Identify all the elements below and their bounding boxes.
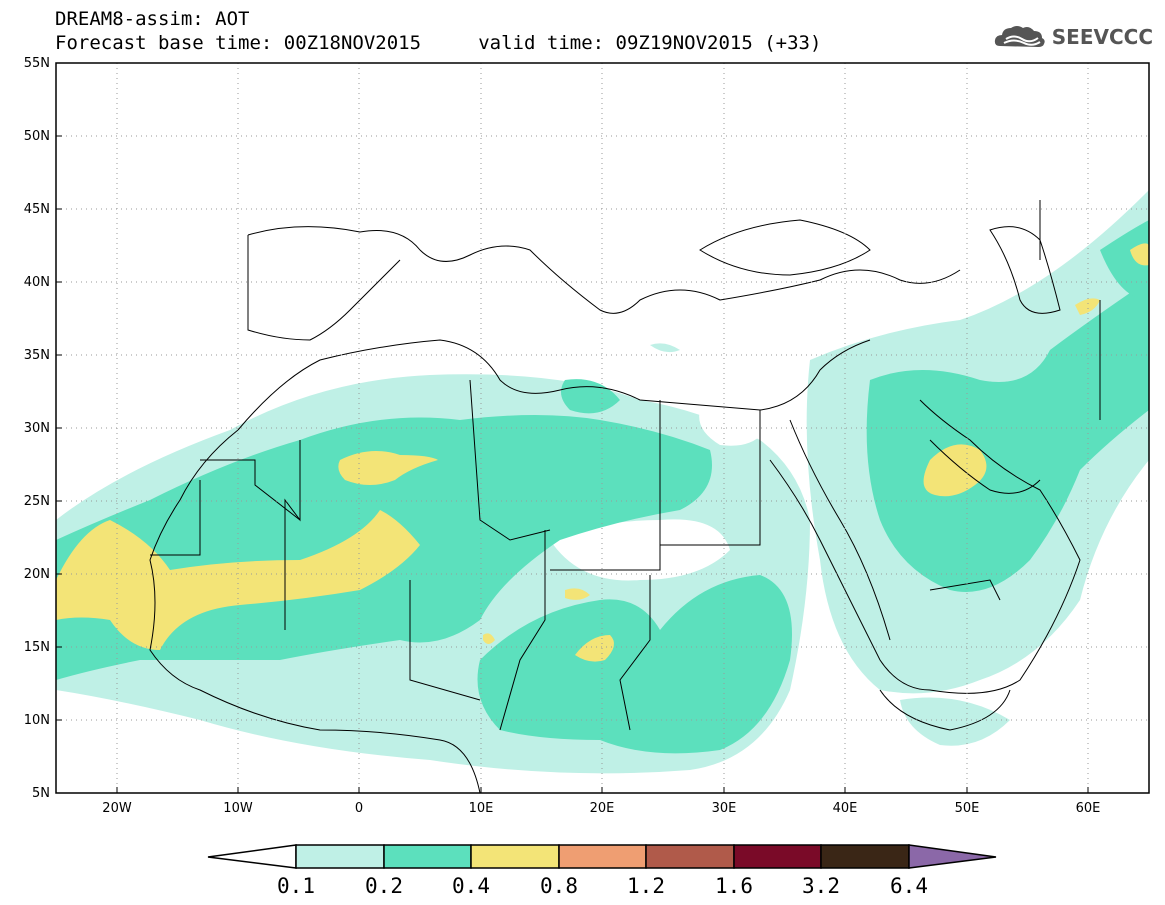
seevccc-logo: SEEVCCC <box>992 22 1153 52</box>
lon-label: 50E <box>955 801 980 816</box>
coastlines-borders <box>149 200 1101 793</box>
colorbar-segment <box>908 844 997 869</box>
colorbar-segment <box>820 844 910 869</box>
lon-label: 0 <box>355 801 363 816</box>
colorbar-label: 1.6 <box>715 874 753 898</box>
longitude-labels: 20W 10W 0 10E 20E 30E 40E 50E 60E <box>102 801 1100 816</box>
lat-label: 15N <box>24 640 50 655</box>
lon-label: 20E <box>590 801 615 816</box>
colorbar-segment <box>733 844 822 869</box>
latitude-labels: 5N 10N 15N 20N 25N 30N 35N 40N 45N 50N 5… <box>24 56 50 801</box>
colorbar-segment <box>558 844 647 869</box>
lat-label: 25N <box>24 494 50 509</box>
forecast-times: Forecast base time: 00Z18NOV2015 valid t… <box>55 32 822 54</box>
colorbar-segment <box>295 844 385 869</box>
lat-label: 55N <box>24 56 50 71</box>
lon-label: 60E <box>1076 801 1101 816</box>
colorbar-labels: 0.1 0.2 0.4 0.8 1.2 1.6 3.2 6.4 <box>277 874 928 898</box>
aot-holes <box>550 404 770 581</box>
lat-label: 35N <box>24 348 50 363</box>
colorbar-segment <box>207 844 297 869</box>
lat-label: 45N <box>24 202 50 217</box>
lon-label: 10E <box>469 801 494 816</box>
colorbar <box>207 844 997 869</box>
lon-label: 40E <box>833 801 858 816</box>
colorbar-label: 0.1 <box>277 874 315 898</box>
colorbar-label: 0.4 <box>452 874 490 898</box>
lat-label: 20N <box>24 567 50 582</box>
axis-ticks <box>56 62 1089 794</box>
lat-label: 30N <box>24 421 50 436</box>
lat-label: 5N <box>32 786 50 801</box>
lat-label: 50N <box>24 129 50 144</box>
colorbar-segment <box>645 844 735 869</box>
colorbar-label: 6.4 <box>890 874 928 898</box>
lat-label: 10N <box>24 713 50 728</box>
graticule <box>56 63 1149 793</box>
colorbar-label: 0.8 <box>540 874 578 898</box>
lon-label: 10W <box>223 801 253 816</box>
colorbar-label: 1.2 <box>627 874 665 898</box>
colorbar-segment <box>383 844 472 869</box>
aot-class-0.4-0.8 <box>56 243 1149 662</box>
lon-label: 30E <box>712 801 737 816</box>
map-title: DREAM8-assim: AOT <box>55 8 250 30</box>
logo-text: SEEVCCC <box>1051 25 1153 49</box>
colorbar-label: 0.2 <box>365 874 403 898</box>
lon-label: 20W <box>102 801 132 816</box>
aot-fields <box>56 190 1149 774</box>
lat-label: 40N <box>24 275 50 290</box>
colorbar-label: 3.2 <box>802 874 840 898</box>
cloud-icon <box>994 26 1045 47</box>
colorbar-segment <box>470 844 560 869</box>
